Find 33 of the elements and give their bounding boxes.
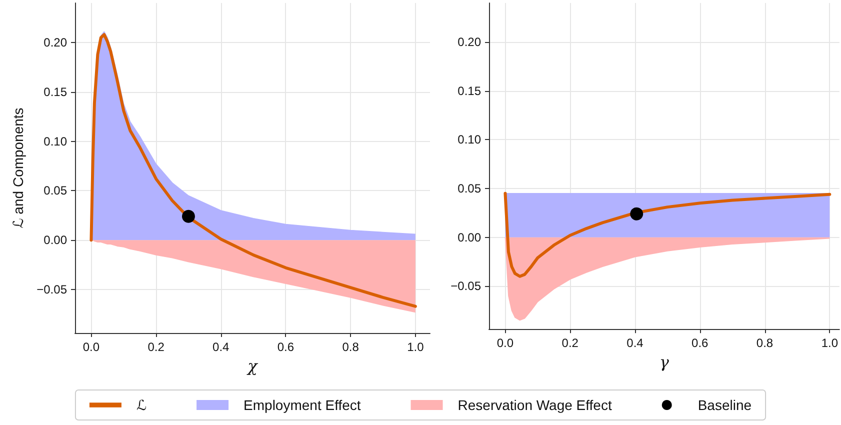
x-axis-title: γ [659,352,670,372]
y-tick-label: 0.05 [44,184,68,198]
x-tick-label: 0.0 [82,340,100,354]
x-tick-label: 0.4 [626,336,644,350]
x-tick-label: 0.0 [496,336,514,350]
y-axis-title: ℒ and Components [10,108,26,228]
y-tick-label: 0.15 [458,84,482,98]
x-tick-label: 0.2 [148,340,165,354]
x-tick-label: 0.4 [212,340,230,354]
y-tick-label: 0.05 [458,182,482,196]
legend-label: Employment Effect [244,397,361,413]
x-tick-label: 0.2 [562,336,579,350]
x-tick-label: 0.6 [277,340,294,354]
x-tick-label: 0.8 [756,336,774,350]
x-tick-label: 0.8 [342,340,360,354]
y-tick-label: 0.20 [44,36,68,50]
x-tick-label: 1.0 [821,336,838,350]
y-tick-label: 0.10 [458,132,482,147]
legend-label: Reservation Wage Effect [458,397,612,413]
x-tick-label: 0.6 [692,336,709,350]
y-tick-label: 0.20 [458,35,482,50]
legend-label: Baseline [698,397,752,413]
legend-label: ℒ [136,397,147,413]
y-tick-label: 0.10 [44,134,68,148]
y-tick-label: 0.15 [44,84,68,99]
y-tick-label: 0.00 [44,233,68,248]
x-tick-label: 1.0 [407,340,424,354]
line-series [504,192,832,278]
y-tick-label: 0.00 [458,230,482,244]
line-series [90,33,417,308]
y-tick-label: −0.05 [36,282,68,297]
y-tick-label: −0.05 [450,279,482,294]
x-axis-title: χ [246,356,259,376]
